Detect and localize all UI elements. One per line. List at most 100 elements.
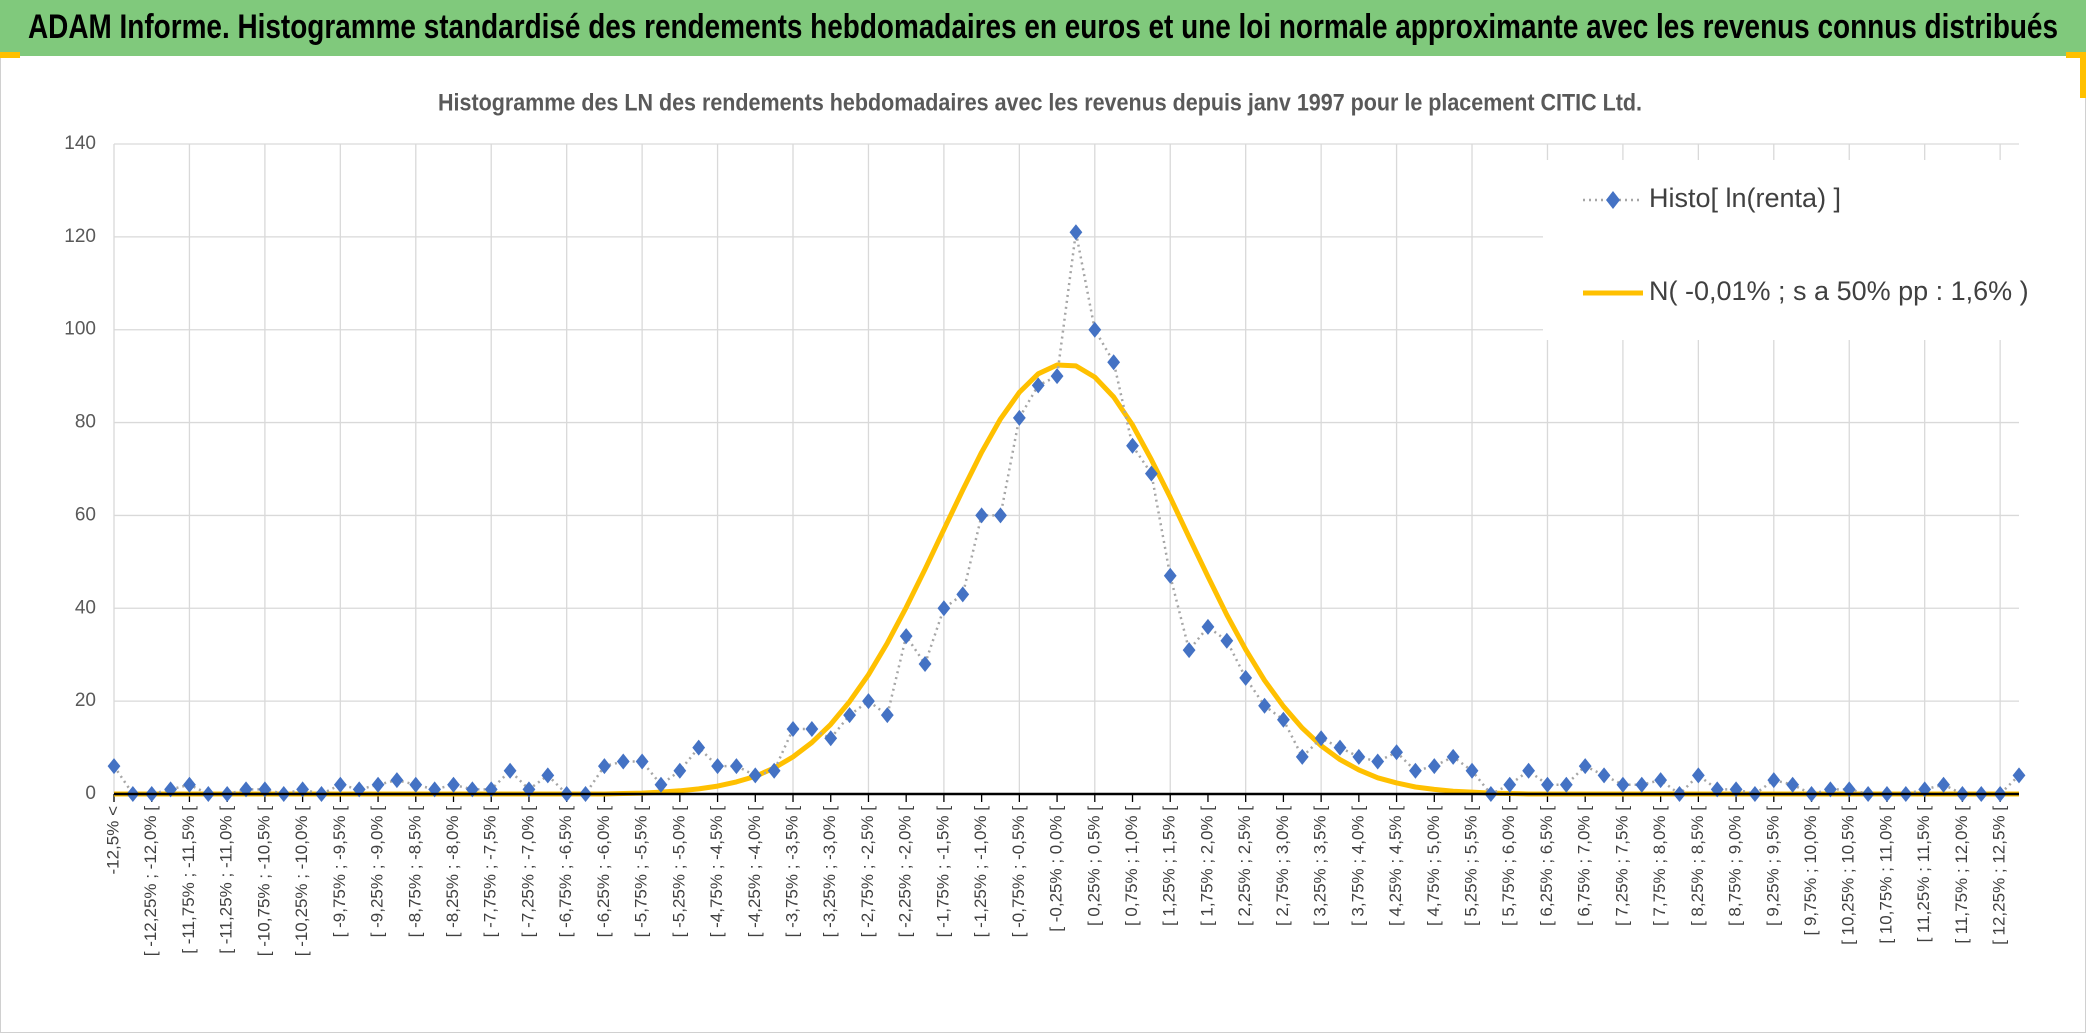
point-marker (1446, 748, 1460, 765)
x-tick-label: [ -2,75% ; -2,5% [ (858, 806, 877, 938)
point-marker (390, 772, 404, 789)
x-tick-label: [ 5,75% ; 6,0% [ (1499, 806, 1518, 926)
x-tick-label: [ 0,75% ; 1,0% [ (1122, 806, 1141, 926)
x-tick-label: [ 0,25% ; 0,5% [ (1084, 806, 1103, 926)
point-marker (597, 758, 611, 775)
corner-mark (2066, 52, 2086, 58)
point-marker (673, 762, 687, 779)
x-tick-label: [ -1,75% ; -1,5% [ (933, 806, 952, 938)
x-tick-label: [ -9,75% ; -9,5% [ (330, 806, 349, 938)
x-tick-label: [ 10,75% ; 11,0% [ (1876, 806, 1895, 944)
x-tick-label: [ -10,25% ; -10,0% [ (292, 806, 311, 957)
legend-marker (1606, 191, 1620, 209)
point-marker (654, 776, 668, 793)
point-marker (371, 776, 385, 793)
point-marker (1031, 377, 1045, 394)
x-tick-label: [ 6,75% ; 7,0% [ (1575, 806, 1594, 926)
point-marker (1352, 748, 1366, 765)
x-tick-label: [ -5,75% ; -5,5% [ (632, 806, 651, 938)
x-tick-label: [ -3,25% ; -3,0% [ (820, 806, 839, 938)
point-marker (1220, 632, 1234, 649)
point-marker (635, 753, 649, 770)
point-marker (1050, 368, 1064, 385)
x-tick-label: [ -11,25% ; -11,0% [ (217, 806, 236, 954)
chart-title: Histogramme des LN des rendements hebdom… (438, 89, 1642, 116)
point-marker (1069, 224, 1083, 241)
point-marker (1390, 744, 1403, 761)
point-marker (1201, 618, 1215, 635)
x-tick-label: [ -5,25% ; -5,0% [ (669, 806, 688, 938)
point-marker (616, 753, 630, 770)
point-marker (1295, 748, 1309, 765)
point-marker (1465, 762, 1479, 779)
x-tick-label: [ 12,25% ; 12,5% [ (1990, 806, 2009, 945)
x-tick-label: [ -8,75% ; -8,5% [ (405, 806, 424, 938)
x-tick-label: [ -11,75% ; -11,5% [ (179, 806, 198, 954)
point-marker (1616, 776, 1630, 793)
point-marker (1258, 697, 1271, 714)
x-tick-label: [ 4,75% ; 5,0% [ (1424, 806, 1443, 926)
edge-mark (2080, 58, 2086, 98)
point-marker (918, 656, 932, 672)
x-tick-label: [ 8,75% ; 9,0% [ (1726, 806, 1745, 926)
point-marker (107, 758, 121, 775)
point-marker (937, 600, 951, 617)
point-marker (975, 507, 989, 524)
point-marker (1126, 437, 1139, 454)
point-marker (1427, 758, 1441, 775)
x-tick-label: [ -8,25% ; -8,0% [ (443, 806, 462, 938)
point-marker (843, 707, 856, 724)
point-marker (1522, 762, 1536, 779)
point-marker (1578, 758, 1592, 775)
point-marker (1597, 767, 1611, 784)
point-marker (2012, 767, 2026, 784)
x-tick-label: [ -0,25% ; 0,0% [ (1047, 806, 1066, 932)
point-marker (503, 762, 517, 779)
point-marker (1333, 739, 1347, 756)
point-marker (1163, 567, 1177, 584)
x-tick-label: -12,5% < (103, 806, 122, 875)
point-marker (1559, 776, 1573, 793)
x-tick-label: [ 3,25% ; 3,5% [ (1311, 806, 1330, 926)
y-tick-label: 80 (75, 412, 96, 433)
legend-label: Histo[ ln(renta) ] (1649, 183, 1841, 213)
x-tick-label: [ -2,25% ; -2,0% [ (896, 806, 915, 938)
point-marker (1635, 776, 1649, 793)
x-tick-label: [ 1,75% ; 2,0% [ (1197, 806, 1216, 926)
x-tick-label: [ 7,25% ; 7,5% [ (1612, 806, 1631, 926)
point-marker (880, 707, 894, 724)
y-tick-label: 20 (75, 690, 96, 711)
point-marker (1239, 669, 1253, 686)
x-tick-label: [ 11,25% ; 11,5% [ (1914, 806, 1933, 943)
point-marker (786, 721, 800, 737)
legend-box (1543, 160, 2019, 340)
x-tick-label: [ 6,25% ; 6,5% [ (1537, 806, 1556, 926)
point-marker (541, 767, 555, 784)
point-marker (730, 758, 743, 775)
point-marker (1371, 753, 1385, 770)
y-tick-label: 100 (64, 319, 96, 340)
x-tick-label: [ 3,75% ; 4,0% [ (1348, 806, 1367, 926)
x-tick-label: [ 1,25% ; 1,5% [ (1160, 806, 1179, 926)
x-tick-label: [ 11,75% ; 12,0% [ (1952, 806, 1971, 944)
point-marker (1314, 730, 1328, 747)
x-tick-label: [ 2,75% ; 3,0% [ (1273, 806, 1292, 926)
x-tick-label: [ -6,75% ; -6,5% [ (556, 806, 575, 938)
point-marker (1691, 767, 1705, 784)
point-marker (1503, 776, 1517, 793)
point-marker (994, 507, 1007, 524)
point-marker (1409, 762, 1422, 779)
x-tick-label: [ 10,25% ; 10,5% [ (1839, 806, 1858, 945)
point-marker (1729, 781, 1743, 798)
legend-label: N( -0,01% ; s a 50% pp : 1,6% ) (1649, 276, 2029, 306)
point-marker (1144, 465, 1158, 482)
corner-mark (0, 52, 20, 58)
y-tick-label: 60 (75, 504, 96, 525)
x-tick-label: [ 5,25% ; 5,5% [ (1462, 806, 1481, 926)
point-marker (447, 776, 460, 793)
point-marker (1277, 711, 1290, 728)
y-tick-label: 0 (85, 783, 96, 804)
point-marker (1107, 354, 1121, 371)
point-marker (1012, 409, 1026, 426)
